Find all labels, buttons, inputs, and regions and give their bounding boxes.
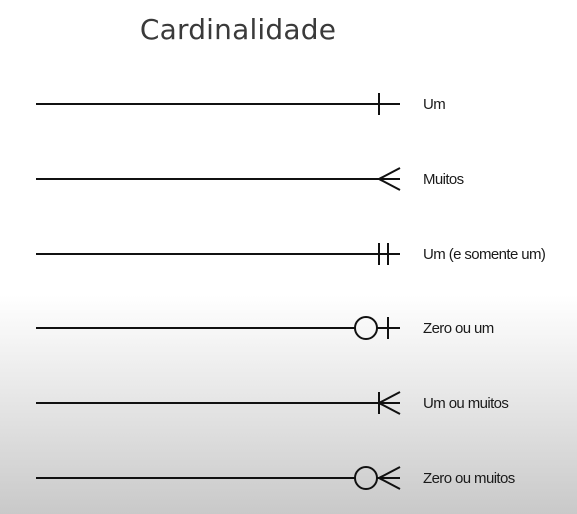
- cardinality-label: Um (e somente um): [423, 246, 546, 263]
- zero-circle: [354, 466, 378, 490]
- crow-foot-symbol: [376, 391, 401, 415]
- cardinality-row-one-and-only-one: Um (e somente um): [36, 243, 547, 265]
- cardinality-label: Um ou muitos: [423, 395, 508, 412]
- cardinality-label: Zero ou um: [423, 320, 494, 337]
- crow-foot-symbol: [376, 167, 401, 191]
- crow-foot-symbol: [376, 466, 401, 490]
- cardinality-row-one: Um: [36, 93, 446, 115]
- cardinality-label: Zero ou muitos: [423, 470, 515, 487]
- cardinality-row-one-or-many: Um ou muitos: [36, 391, 509, 415]
- cardinality-row-zero-or-one: Zero ou um: [36, 316, 494, 340]
- cardinality-label: Muitos: [423, 171, 464, 188]
- cardinality-row-zero-or-many: Zero ou muitos: [36, 466, 515, 490]
- cardinality-row-many: Muitos: [36, 167, 464, 191]
- diagram-title: Cardinalidade: [139, 13, 337, 46]
- cardinality-label: Um: [423, 96, 445, 113]
- zero-circle: [354, 316, 378, 340]
